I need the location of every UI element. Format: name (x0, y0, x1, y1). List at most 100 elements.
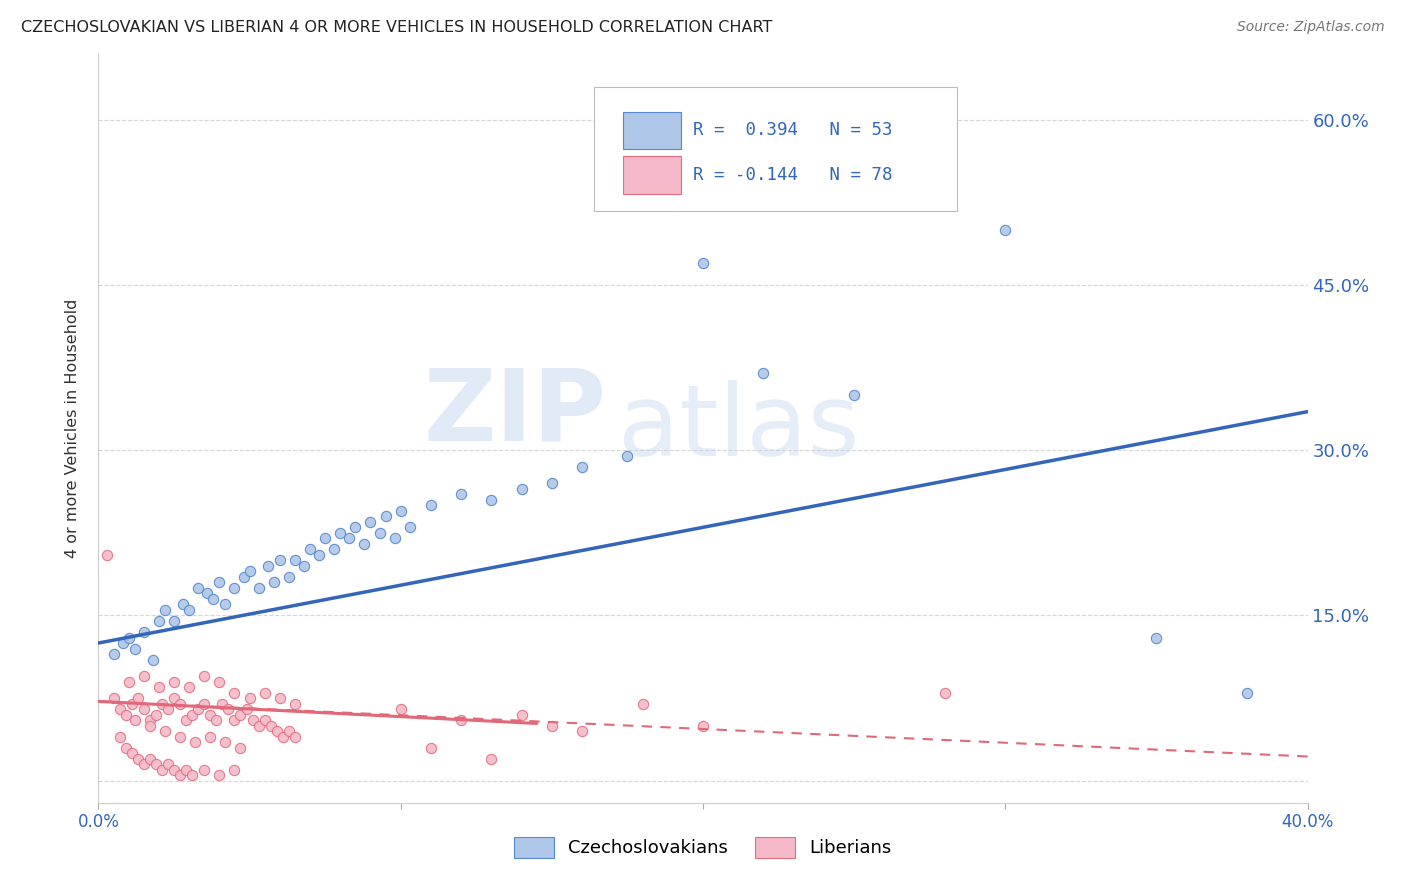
Point (232, 570, 254, 584)
Point (692, 256, 714, 270)
Y-axis label: 4 or more Vehicles in Household: 4 or more Vehicles in Household (65, 299, 80, 558)
Point (374, 509, 396, 524)
Point (323, 542, 346, 557)
Point (692, 719, 714, 733)
Point (934, 162, 956, 177)
Point (510, 482, 533, 496)
Point (844, 388, 866, 402)
Point (132, 757, 155, 772)
Point (247, 581, 270, 595)
Point (121, 746, 143, 760)
Point (181, 768, 204, 782)
Point (103, 691, 125, 706)
Point (172, 598, 194, 612)
Point (139, 752, 162, 766)
Point (450, 487, 472, 501)
Point (169, 768, 191, 782)
Point (277, 724, 299, 739)
Point (752, 366, 775, 380)
Point (239, 565, 262, 579)
Point (169, 697, 191, 711)
Point (127, 691, 149, 706)
Point (224, 763, 246, 777)
Point (208, 674, 231, 689)
Point (269, 553, 291, 567)
Point (314, 532, 336, 546)
Point (150, 763, 173, 777)
Point (235, 702, 257, 716)
Point (118, 674, 141, 689)
Point (631, 697, 654, 711)
Point (344, 520, 367, 534)
Point (224, 713, 246, 727)
Point (127, 752, 149, 766)
Point (163, 614, 186, 628)
Point (114, 740, 136, 755)
Point (195, 586, 218, 600)
Point (481, 752, 503, 766)
FancyBboxPatch shape (595, 87, 957, 211)
Point (163, 763, 186, 777)
Point (353, 537, 375, 551)
Point (118, 631, 141, 645)
Point (174, 763, 197, 777)
Point (132, 702, 155, 716)
Point (450, 713, 472, 727)
Point (1144, 631, 1167, 645)
Text: R = -0.144   N = 78: R = -0.144 N = 78 (693, 166, 893, 184)
Point (384, 532, 406, 546)
Point (187, 702, 209, 716)
Point (108, 730, 131, 744)
Point (253, 713, 276, 727)
Point (308, 548, 330, 562)
Point (193, 763, 215, 777)
Point (181, 707, 204, 722)
Point (148, 680, 170, 694)
Point (247, 719, 270, 733)
Legend: Czechoslovakians, Liberians: Czechoslovakians, Liberians (508, 830, 898, 865)
Point (284, 697, 307, 711)
Point (260, 719, 283, 733)
FancyBboxPatch shape (623, 156, 682, 194)
Point (481, 492, 503, 507)
Point (368, 525, 391, 540)
Point (193, 697, 215, 711)
Point (299, 542, 322, 557)
Text: ZIP: ZIP (423, 365, 606, 462)
Point (114, 707, 136, 722)
Point (179, 603, 201, 617)
Point (202, 591, 225, 606)
Point (156, 702, 179, 716)
Point (153, 603, 176, 617)
Point (200, 707, 222, 722)
Point (229, 707, 252, 722)
Point (420, 498, 443, 512)
Point (242, 713, 264, 727)
Point (208, 768, 231, 782)
Point (239, 691, 262, 706)
Point (124, 713, 146, 727)
Text: atlas: atlas (619, 380, 860, 476)
Point (266, 724, 288, 739)
Text: Source: ZipAtlas.com: Source: ZipAtlas.com (1237, 20, 1385, 34)
Point (108, 702, 131, 716)
Point (205, 713, 228, 727)
Point (96, 548, 118, 562)
Point (163, 674, 186, 689)
Point (256, 558, 278, 573)
Point (263, 575, 285, 590)
Point (184, 735, 207, 749)
Point (200, 730, 222, 744)
Point (214, 598, 236, 612)
Point (193, 669, 215, 683)
Point (121, 697, 143, 711)
Point (420, 740, 443, 755)
Point (224, 581, 246, 595)
Point (224, 685, 246, 699)
Point (329, 525, 352, 540)
Point (179, 680, 201, 694)
Point (145, 757, 167, 772)
Point (540, 719, 562, 733)
Point (148, 614, 170, 628)
Point (292, 558, 315, 573)
